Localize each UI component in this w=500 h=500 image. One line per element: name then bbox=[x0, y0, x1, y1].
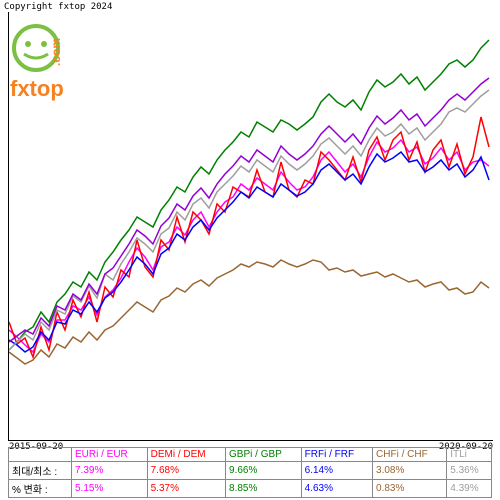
series-line bbox=[9, 152, 489, 352]
table-cell: 5.36% bbox=[447, 462, 492, 480]
chart-lines bbox=[9, 12, 493, 440]
table-cell: 5.37% bbox=[147, 480, 225, 498]
table-cell: 7.39% bbox=[72, 462, 148, 480]
table-row-label: 최대/최소 : bbox=[9, 462, 72, 480]
series-line bbox=[9, 90, 489, 350]
table-col-header: FRFi / FRF bbox=[301, 448, 372, 462]
series-line bbox=[9, 260, 489, 364]
table-col-header: CHFi / CHF bbox=[373, 448, 447, 462]
table-cell: 5.15% bbox=[72, 480, 148, 498]
copyright-text: Copyright fxtop 2024 bbox=[4, 2, 112, 12]
table-col-header: GBPi / GBP bbox=[226, 448, 302, 462]
table-cell: 8.85% bbox=[226, 480, 302, 498]
table-cell: 6.14% bbox=[301, 462, 372, 480]
table-col-header: DEMi / DEM bbox=[147, 448, 225, 462]
table-cell: 9.66% bbox=[226, 462, 302, 480]
table-cell: 4.63% bbox=[301, 480, 372, 498]
series-line bbox=[9, 117, 489, 357]
line-chart: 2015-09-20 2020-09-20 bbox=[8, 12, 493, 441]
table-col-header: EURi / EUR bbox=[72, 448, 148, 462]
table-cell: 4.39% bbox=[447, 480, 492, 498]
table-cell: 7.68% bbox=[147, 462, 225, 480]
table-cell: 3.08% bbox=[373, 462, 447, 480]
table-col-header: ITLi bbox=[447, 448, 492, 462]
table-cell: 0.83% bbox=[373, 480, 447, 498]
table-row-label: % 변화 : bbox=[9, 480, 72, 498]
summary-table: EURi / EURDEMi / DEMGBPi / GBPFRFi / FRF… bbox=[8, 447, 492, 498]
table-corner bbox=[9, 448, 72, 462]
